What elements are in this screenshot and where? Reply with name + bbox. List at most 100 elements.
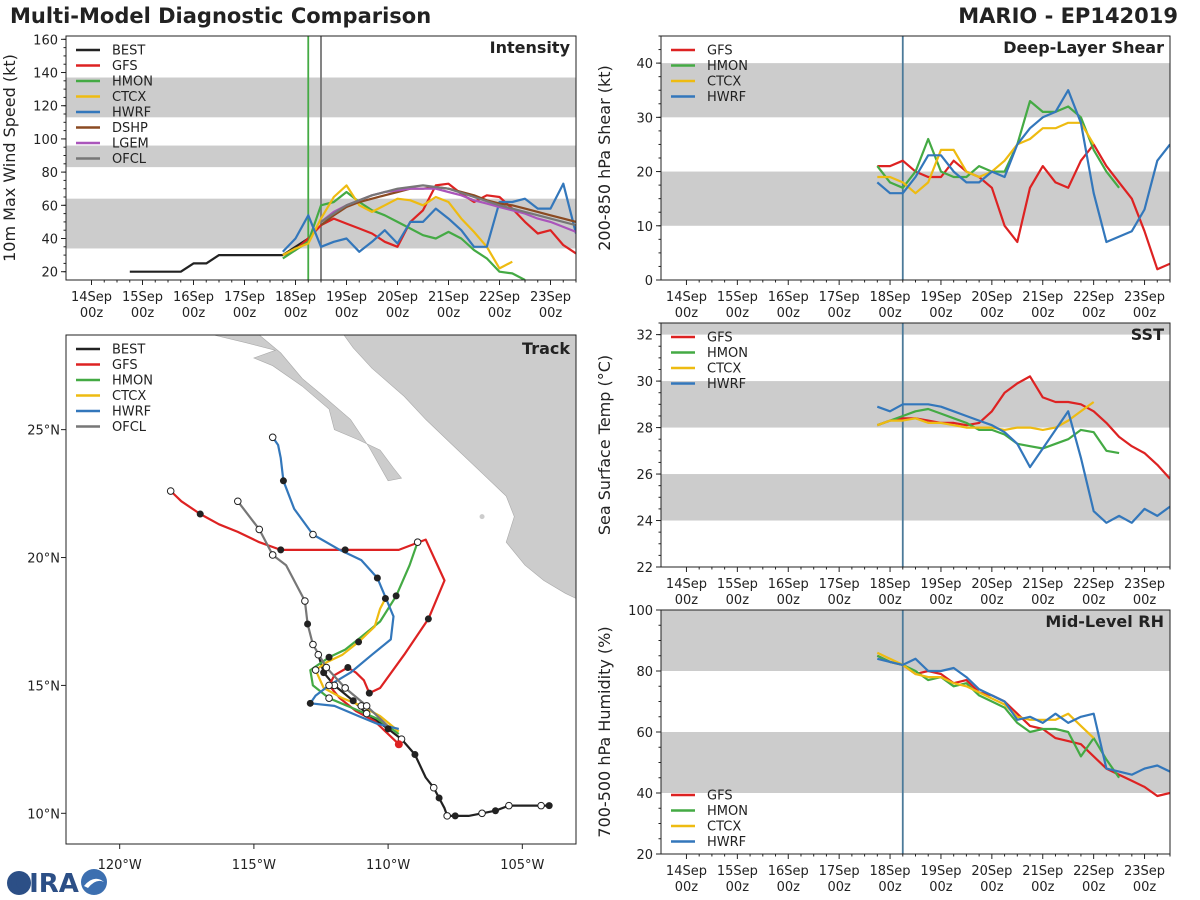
track-point-filled <box>279 477 287 485</box>
panel-title: SST <box>1131 325 1164 344</box>
x-tick-label-date: 16Sep <box>768 577 809 592</box>
logo-circle-icon <box>7 871 31 895</box>
x-tick-label-date: 23Sep <box>1124 864 1165 879</box>
legend-label: HWRF <box>707 377 746 392</box>
legend-label: CTCX <box>707 75 741 90</box>
x-tick-label-hour: 00z <box>675 593 699 608</box>
x-tick-label-hour: 00z <box>827 880 851 895</box>
track-point-hollow <box>314 650 323 659</box>
x-tick-label-date: 14Sep <box>666 864 707 879</box>
shade-band <box>661 610 1170 671</box>
lat-tick-label: 10°N <box>27 807 60 822</box>
track-point-filled <box>435 794 443 802</box>
lat-tick-label: 15°N <box>27 679 60 694</box>
track-point-hollow <box>413 538 422 546</box>
track-point-filled <box>365 689 373 697</box>
track-point-filled <box>344 664 352 672</box>
storm-id: MARIO - EP142019 <box>958 4 1178 28</box>
shade-band <box>661 732 1170 793</box>
y-tick-label: 100 <box>628 604 653 619</box>
track-point-filled <box>196 510 204 518</box>
x-tick-label-date: 17Sep <box>819 290 860 305</box>
track-gfs <box>169 490 446 745</box>
x-tick-label-date: 22Sep <box>1073 864 1114 879</box>
legend-label: HMON <box>707 59 748 74</box>
track-point-filled <box>341 546 349 554</box>
panel-title: Track <box>522 339 570 358</box>
track-point-filled <box>384 725 392 733</box>
legend-label: HMON <box>707 804 748 819</box>
series-ctcx <box>877 121 1095 195</box>
x-tick-label-date: 19Sep <box>920 864 961 879</box>
shade-band <box>661 171 1170 226</box>
x-tick-label-hour: 00z <box>929 593 953 608</box>
x-tick-label-hour: 00z <box>675 880 699 895</box>
x-tick-label-hour: 00z <box>878 880 902 895</box>
x-tick-label-hour: 00z <box>1031 880 1055 895</box>
legend-label: HWRF <box>707 90 746 105</box>
x-tick-label-date: 15Sep <box>122 290 163 305</box>
x-tick-label-hour: 00z <box>488 306 512 321</box>
x-tick-label-date: 14Sep <box>71 290 112 305</box>
x-tick-label-hour: 00z <box>878 306 902 321</box>
legend-label: BEST <box>112 343 145 358</box>
lon-tick-label: 110°W <box>366 858 410 873</box>
y-tick-label: 60 <box>636 726 653 741</box>
x-tick-label-date: 18Sep <box>275 290 316 305</box>
track-point-filled <box>411 750 419 758</box>
track-point-filled <box>451 812 459 820</box>
y-tick-label: 160 <box>33 33 58 48</box>
track-point-hollow <box>322 663 331 672</box>
y-axis-label: Sea Surface Temp (°C) <box>595 355 614 535</box>
x-tick-label-date: 22Sep <box>479 290 520 305</box>
track-point-filled <box>545 802 553 810</box>
x-tick-label-date: 14Sep <box>666 290 707 305</box>
track-point-hollow <box>268 551 277 559</box>
x-tick-label-date: 19Sep <box>326 290 367 305</box>
x-tick-label-hour: 00z <box>284 306 308 321</box>
land-island <box>479 514 485 520</box>
series-hwrf <box>282 182 576 253</box>
x-tick-label-hour: 00z <box>929 306 953 321</box>
track-point-hollow <box>311 666 320 674</box>
y-tick-label: 30 <box>636 375 653 390</box>
x-tick-label-hour: 00z <box>827 306 851 321</box>
track-point-hollow <box>268 433 277 442</box>
y-tick-label: 40 <box>636 57 653 72</box>
axes-frame <box>65 334 577 845</box>
lat-tick-label: 25°N <box>27 424 60 439</box>
track-hwrf <box>271 436 400 730</box>
y-tick-label: 120 <box>33 100 58 115</box>
y-tick-label: 20 <box>41 266 58 281</box>
legend-label: HWRF <box>707 835 746 850</box>
track-point-hollow <box>537 801 545 810</box>
land-baja <box>213 335 403 482</box>
track-point-filled <box>355 638 363 646</box>
x-tick-label-hour: 00z <box>827 593 851 608</box>
series-gfs <box>876 654 1170 798</box>
series-hmon <box>876 654 1121 779</box>
y-tick-label: 28 <box>636 422 653 437</box>
series-hwrf <box>877 657 1170 776</box>
track-point-hollow <box>301 597 309 605</box>
lon-tick-label: 115°W <box>232 858 276 873</box>
y-tick-label: 100 <box>33 133 58 148</box>
track-point-hollow <box>362 709 371 718</box>
x-tick-label-date: 15Sep <box>717 864 758 879</box>
x-tick-label-date: 14Sep <box>666 577 707 592</box>
legend-label: GFS <box>112 358 138 373</box>
logo-text: CIRA <box>10 869 79 899</box>
x-tick-label-hour: 00z <box>386 306 410 321</box>
x-tick-label-hour: 00z <box>437 306 461 321</box>
x-tick-label-hour: 00z <box>335 306 359 321</box>
x-tick-label-hour: 00z <box>1082 306 1106 321</box>
legend-label: BEST <box>112 44 145 59</box>
series-hmon <box>282 190 526 280</box>
panel-title: Deep-Layer Shear <box>1003 38 1164 57</box>
x-tick-label-date: 21Sep <box>428 290 469 305</box>
x-tick-label-hour: 00z <box>777 306 801 321</box>
x-tick-label-date: 20Sep <box>971 864 1012 879</box>
y-axis-label: 10m Max Wind Speed (kt) <box>0 54 19 262</box>
legend-label: DSHP <box>112 121 148 136</box>
